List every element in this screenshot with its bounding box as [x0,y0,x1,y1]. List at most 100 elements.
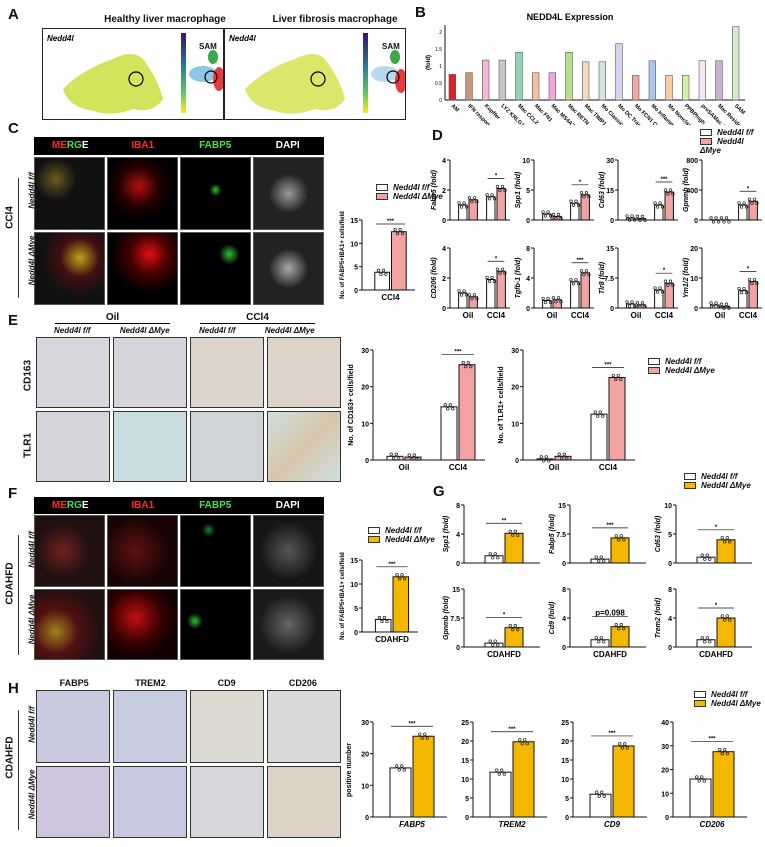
channel-dapi: DAPI [252,137,325,155]
svg-text:Tgfb-1 (fold): Tgfb-1 (fold) [515,257,522,298]
svg-text:***: *** [606,523,614,529]
bar [497,271,505,308]
panel-label-e: E [8,312,18,329]
bar [732,27,739,100]
ihc-e-cd163-oil-ko [113,337,187,408]
svg-text:**: ** [502,518,507,524]
bar [466,73,473,100]
svg-text:0: 0 [365,458,369,465]
svg-text:***: *** [387,219,395,225]
svg-text:15: 15 [558,503,566,510]
svg-text:4: 4 [562,616,566,623]
panel-e-legend: Nedd4l f/f Nedd4l ΔMye [648,357,715,375]
bar [581,273,589,308]
svg-text:***: *** [660,177,668,183]
svg-text:Oil: Oil [631,311,642,320]
svg-text:15: 15 [561,758,569,765]
svg-text:Fabp5 (fold): Fabp5 (fold) [431,169,438,210]
svg-text:0: 0 [694,218,698,225]
channel-merge: MERGE [34,137,107,155]
panel-f-row-ko: Nedd4l ΔMye [28,590,37,650]
svg-text:10: 10 [561,777,569,784]
svg-text:Cd63 (fold): Cd63 (fold) [655,515,662,552]
svg-text:***: *** [388,562,396,568]
panel-h-row-ctrl: Nedd4l f/f [28,695,37,755]
micrograph-f-ctrl-merge [34,515,105,587]
stain-cd9: CD9 [189,678,265,688]
panel-e-group-ccl4: CCl4 [200,312,315,324]
channel-iba1: IBA1 [107,497,180,514]
svg-text:FABP5: FABP5 [399,820,425,829]
stain-fabp5: FABP5 [36,678,112,688]
panel-f-image-grid [34,515,324,660]
svg-text:Ym1/2 (fold): Ym1/2 (fold) [683,257,690,298]
svg-text:5: 5 [668,532,672,539]
svg-text:***: *** [454,350,462,356]
panel-g-legend: Nedd4l f/f Nedd4l ΔMye [684,472,751,490]
panel-f-bracket [18,535,19,655]
svg-text:10: 10 [350,241,358,248]
svg-text:0: 0 [694,306,698,313]
panel-label-a: A [8,6,19,23]
svg-text:Nedd4l: Nedd4l [47,34,74,43]
svg-text:8: 8 [526,246,530,253]
svg-text:No. of FABP5+IBA1+ cells/field: No. of FABP5+IBA1+ cells/field [340,552,346,640]
svg-text:0: 0 [668,645,672,652]
svg-text:0: 0 [562,645,566,652]
svg-text:p=0.098: p=0.098 [595,609,625,618]
svg-text:0: 0 [526,306,530,313]
bar [682,75,689,100]
fibrosis-title: Liver fibrosis macrophage [260,14,410,25]
ihc-e-tlr1-ccl4-ko [267,411,341,482]
svg-text:0: 0 [668,561,672,568]
svg-text:CD9: CD9 [604,820,621,829]
svg-text:CCl4: CCl4 [571,311,590,320]
sam-annotation-fibrosis: SAM [382,42,400,51]
bar [591,414,607,460]
panel-c-image-grid [34,157,324,305]
svg-text:10: 10 [664,503,672,510]
channel-merge: MERGE [34,497,107,514]
bar [611,538,629,563]
bar [490,772,511,817]
micrograph-c-ko-dapi [253,232,324,305]
ihc-e-cd163-oil-ctrl [36,337,110,408]
micrograph-c-ctrl-iba1 [107,157,178,230]
svg-text:4: 4 [442,246,446,253]
bar [571,282,579,308]
panel-d-legend: Nedd4l f/f Nedd4l ΔMye [700,128,765,155]
bar [665,192,673,220]
svg-text:0: 0 [610,306,614,313]
svg-text:CDAHFD: CDAHFD [487,650,521,659]
svg-text:25: 25 [561,720,569,727]
ihc-h-trem2-ctrl [113,690,187,763]
svg-text:10: 10 [461,777,469,784]
svg-text:1.5: 1.5 [435,47,442,53]
bar [393,577,409,632]
panel-c-row-ctrl: Nedd4l f/f [28,161,37,221]
umap-healthy: Nedd4l [42,28,224,120]
panel-h-image-grid [36,690,341,838]
svg-text:No. of TLR1+ cells/field: No. of TLR1+ cells/field [498,366,505,443]
micrograph-c-ko-fabp5 [180,232,251,305]
ihc-h-fabp5-ctrl [36,690,110,763]
panel-e-row-cd163: CD163 [23,356,34,396]
svg-text:20: 20 [661,768,669,775]
panel-label-d: D [432,127,443,144]
svg-text:5: 5 [354,265,358,272]
panel-label-c: C [8,120,19,137]
svg-text:Oil: Oil [549,463,560,472]
svg-text:Spp1 (fold): Spp1 (fold) [443,515,450,552]
bar [699,61,706,100]
svg-text:CD206 (fold): CD206 (fold) [431,257,438,299]
